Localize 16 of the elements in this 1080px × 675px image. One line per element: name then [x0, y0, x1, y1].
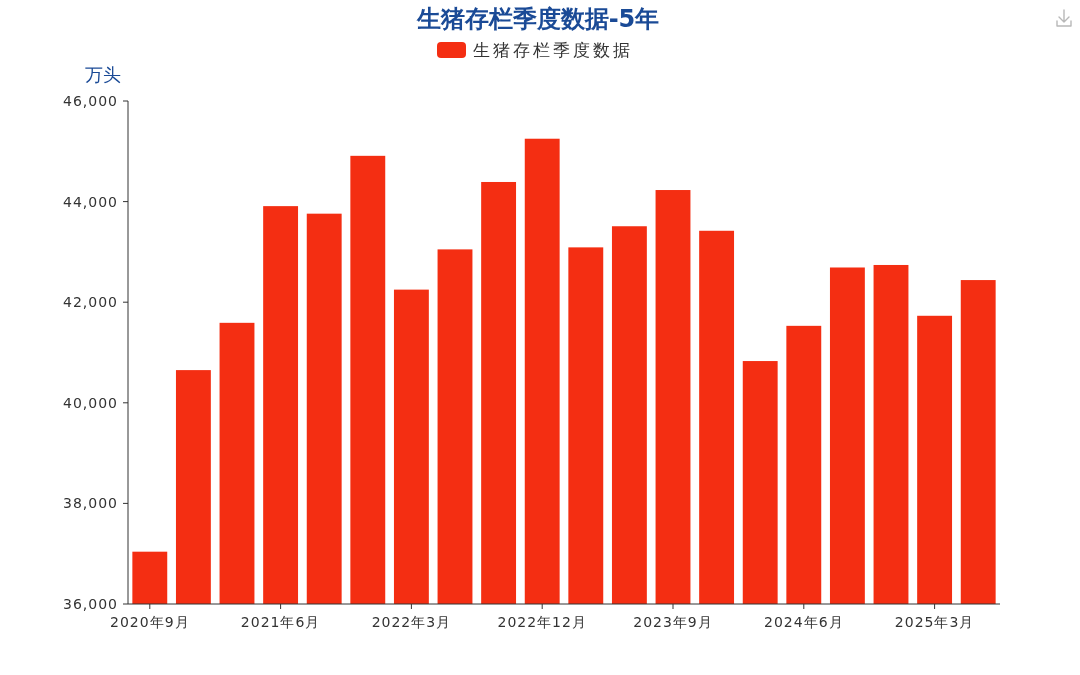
y-tick-label: 46,000 — [63, 93, 118, 109]
x-tick-label: 2025年3月 — [894, 614, 975, 630]
chart-title: 生猪存栏季度数据-5年 — [415, 5, 660, 33]
x-tick-label: 2022年12月 — [497, 614, 587, 630]
y-tick-label: 38,000 — [63, 495, 118, 512]
x-tick-label: 2020年9月 — [110, 614, 190, 630]
y-axis-title: 万头 — [85, 64, 121, 85]
y-tick-label: 36,000 — [63, 596, 118, 612]
y-tick-label: 42,000 — [63, 294, 118, 311]
x-tick-label: 2022年3月 — [371, 614, 452, 630]
x-tick-label: 2024年6月 — [764, 614, 844, 630]
y-tick-label: 44,000 — [63, 193, 118, 210]
x-tick-label: 2023年9月 — [633, 614, 713, 630]
legend-label: 生猪存栏季度数据 — [473, 40, 633, 60]
y-tick-label: 40,000 — [63, 394, 118, 411]
x-tick-label: 2021年6月 — [240, 614, 321, 630]
